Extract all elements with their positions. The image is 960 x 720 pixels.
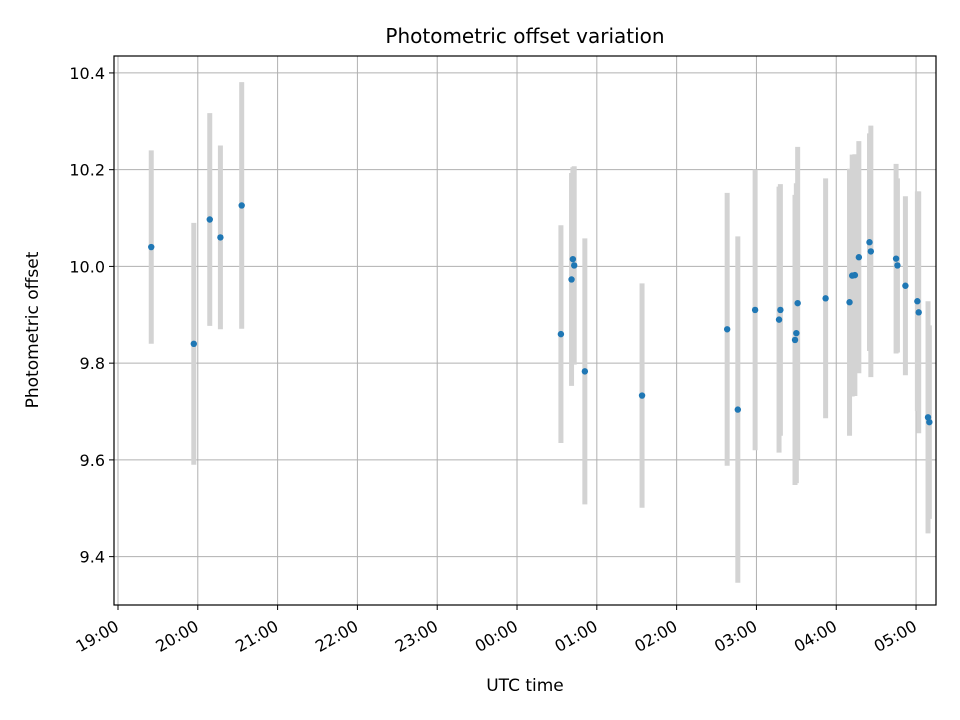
data-point (568, 276, 575, 283)
data-point (855, 254, 863, 261)
data-point (723, 326, 731, 333)
data-point (581, 368, 589, 375)
data-point (851, 271, 859, 279)
data-point (777, 306, 784, 314)
chart-title: Photometric offset variation (385, 24, 664, 48)
y-tick-label: 9.4 (80, 548, 105, 567)
data-point (751, 306, 759, 314)
data-point (822, 295, 829, 302)
data-point (571, 262, 578, 269)
y-axis-title: Photometric offset (23, 251, 43, 408)
data-point (915, 309, 922, 316)
y-axis-ticks: 9.4 9.6 9.8 10.0 10.2 10.4 (69, 64, 114, 567)
data-point (638, 392, 646, 399)
y-tick-label: 9.8 (80, 354, 105, 373)
data-point (190, 340, 198, 348)
plot-frame (113, 55, 937, 606)
data-point (914, 298, 921, 305)
data-point (794, 299, 801, 307)
data-point (148, 243, 155, 251)
y-tick-label: 9.6 (80, 451, 105, 470)
data-point (206, 216, 213, 223)
x-axis-title: UTC time (486, 676, 564, 696)
data-point (846, 299, 853, 306)
data-point (791, 336, 799, 344)
data-point (734, 406, 742, 413)
data-point (775, 316, 783, 323)
data-point (924, 414, 932, 421)
data-point (238, 202, 245, 209)
data-point (867, 248, 875, 255)
data-point (217, 234, 224, 241)
data-point (557, 330, 565, 338)
data-point (926, 418, 933, 426)
data-point (569, 255, 577, 263)
data-point (892, 255, 900, 262)
data-point (793, 329, 800, 337)
y-tick-label: 10.4 (69, 64, 105, 83)
y-tick-label: 10.2 (69, 161, 105, 180)
data-point (902, 282, 909, 289)
y-tick-label: 10.0 (69, 257, 105, 276)
data-point (894, 262, 901, 269)
data-points (148, 202, 933, 426)
data-point (866, 239, 873, 246)
